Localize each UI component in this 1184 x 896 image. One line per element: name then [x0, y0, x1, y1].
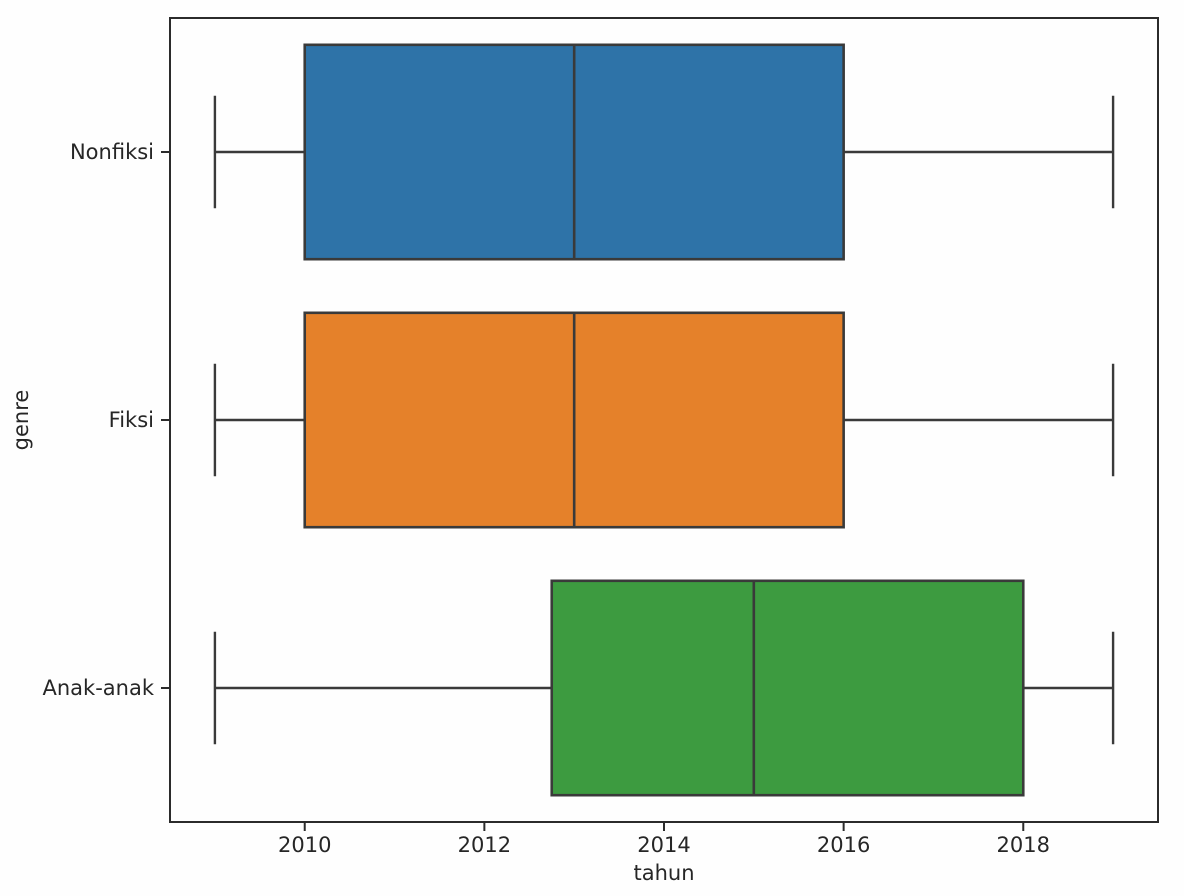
axes-frame	[169, 17, 1159, 823]
x-tick-label-2014: 2014	[637, 833, 690, 857]
x-tick-label-2016: 2016	[817, 833, 870, 857]
x-axis-label: tahun	[633, 861, 695, 885]
box-anak-anak	[550, 579, 1025, 797]
y-tick-label-nonfiksi: Nonfiksi	[70, 140, 154, 164]
y-tick-label-anak-anak: Anak-anak	[43, 676, 155, 700]
y-axis-label: genre	[9, 389, 33, 451]
x-tick-label-2012: 2012	[458, 833, 511, 857]
y-tick-label-fiksi: Fiksi	[109, 408, 154, 432]
x-tick-label-2010: 2010	[278, 833, 331, 857]
x-tick-label-2018: 2018	[997, 833, 1050, 857]
